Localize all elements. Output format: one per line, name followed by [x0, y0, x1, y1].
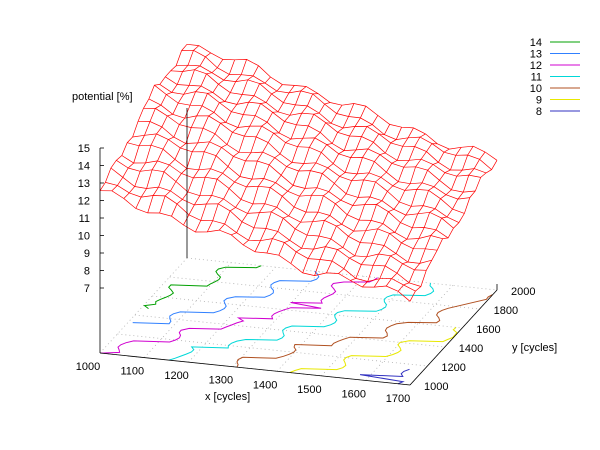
surface-line-x-1	[111, 45, 200, 192]
surface-line-x-24	[385, 146, 474, 287]
surface-line-x-6	[171, 65, 259, 217]
legend-label-10: 10	[530, 83, 542, 95]
surface-line-x-16	[290, 115, 379, 264]
surface-line-x-21	[350, 143, 438, 281]
x-tick-1300: 1300	[209, 375, 233, 387]
surface-line-x-19	[326, 127, 414, 274]
grid-line-x-0	[99, 257, 188, 354]
z-tick-13: 13	[78, 178, 90, 190]
z-tick-12: 12	[78, 196, 90, 208]
surface-line-x-20	[338, 133, 426, 274]
surface-line-y-10	[154, 84, 465, 214]
surface-line-x-12	[242, 102, 331, 246]
surface-line-y-9	[148, 98, 460, 223]
legend-label-12: 12	[530, 60, 542, 72]
surface-line-x-8	[195, 84, 283, 233]
grid-line-x-3	[232, 271, 321, 367]
surface-line-x-17	[302, 124, 391, 274]
surface-line-y-16	[186, 43, 498, 161]
z-tick-8: 8	[84, 266, 90, 278]
surface-line-x-4	[147, 59, 236, 214]
surface-mesh	[99, 43, 498, 302]
grid-line-x-6	[365, 285, 454, 381]
grid-line-y-4	[169, 276, 480, 310]
surface-line-x-23	[373, 147, 462, 288]
surface-line-x-22	[362, 148, 450, 288]
surface-line-x-2	[123, 52, 212, 199]
contour-10	[236, 294, 493, 368]
contour-8	[360, 368, 410, 385]
x-tick-1000: 1000	[76, 361, 100, 373]
x-tick-1500: 1500	[297, 384, 321, 396]
y-tick-1000: 1000	[424, 381, 448, 393]
y-axis-label: y [cycles]	[512, 342, 557, 354]
legend-label-9: 9	[536, 95, 542, 107]
surface-line-y-12	[165, 76, 476, 193]
y-tick-1600: 1600	[476, 324, 500, 336]
surface-line-y-8	[143, 107, 454, 229]
surface-line-y-11	[159, 84, 470, 200]
y-tick-1800: 1800	[494, 305, 518, 317]
surface-line-x-25	[397, 151, 486, 292]
surface-line-x-10	[218, 86, 307, 231]
y-tick-1400: 1400	[459, 343, 483, 355]
contour-lines	[99, 257, 498, 386]
z-tick-14: 14	[78, 161, 90, 173]
axes-frame	[99, 108, 498, 386]
contour-9	[289, 327, 458, 374]
x-tick-1600: 1600	[341, 388, 365, 400]
z-tick-7: 7	[84, 283, 90, 295]
z-axis-label: potential [%]	[72, 91, 133, 103]
grid-line-x-2	[188, 266, 276, 363]
surface-line-x-15	[278, 105, 367, 256]
y-tick-1200: 1200	[441, 362, 465, 374]
grid-line-y-5	[186, 257, 498, 291]
x-tick-1100: 1100	[120, 366, 144, 378]
base-edge-0	[99, 352, 411, 386]
x-tick-1700: 1700	[386, 393, 410, 405]
z-tick-9: 9	[84, 248, 90, 260]
contour-13	[132, 270, 320, 325]
legend-label-11: 11	[531, 72, 542, 84]
x-axis-label: x [cycles]	[205, 391, 250, 403]
contour-11	[168, 282, 435, 361]
y-tick-2000: 2000	[511, 286, 535, 298]
surface-line-x-9	[206, 85, 295, 233]
contour-12	[100, 277, 378, 354]
z-tick-10: 10	[78, 231, 90, 243]
surface-line-x-14	[266, 103, 355, 254]
grid-line-y-2	[134, 314, 445, 348]
legend-label-8: 8	[536, 106, 542, 118]
surface-line-x-13	[254, 105, 343, 252]
surface-line-x-5	[159, 59, 247, 214]
grid-line-x-4	[276, 276, 365, 372]
legend-label-13: 13	[530, 49, 542, 61]
surface-line-x-11	[231, 93, 319, 236]
surface-line-x-0	[99, 44, 188, 191]
surface-line-x-18	[314, 127, 402, 276]
contour-14	[143, 265, 262, 310]
x-tick-1200: 1200	[164, 370, 188, 382]
x-tick-1400: 1400	[253, 379, 277, 391]
tick-labels: 7 8 9 10 11 12 13 14 15 1000 1100 1200 1300 1400 1500 1…	[76, 143, 536, 405]
grid-line-y-1	[117, 333, 428, 367]
surface-line-x-3	[135, 59, 224, 209]
grid-line-x-5	[321, 280, 409, 377]
base-edge-1	[409, 289, 498, 386]
z-tick-15: 15	[78, 143, 90, 155]
grid-line-x-1	[143, 262, 232, 358]
surface-line-x-26	[409, 160, 498, 302]
surface-line-x-7	[183, 76, 271, 226]
legend-label-14: 14	[530, 37, 542, 49]
z-tick-11: 11	[79, 213, 90, 225]
